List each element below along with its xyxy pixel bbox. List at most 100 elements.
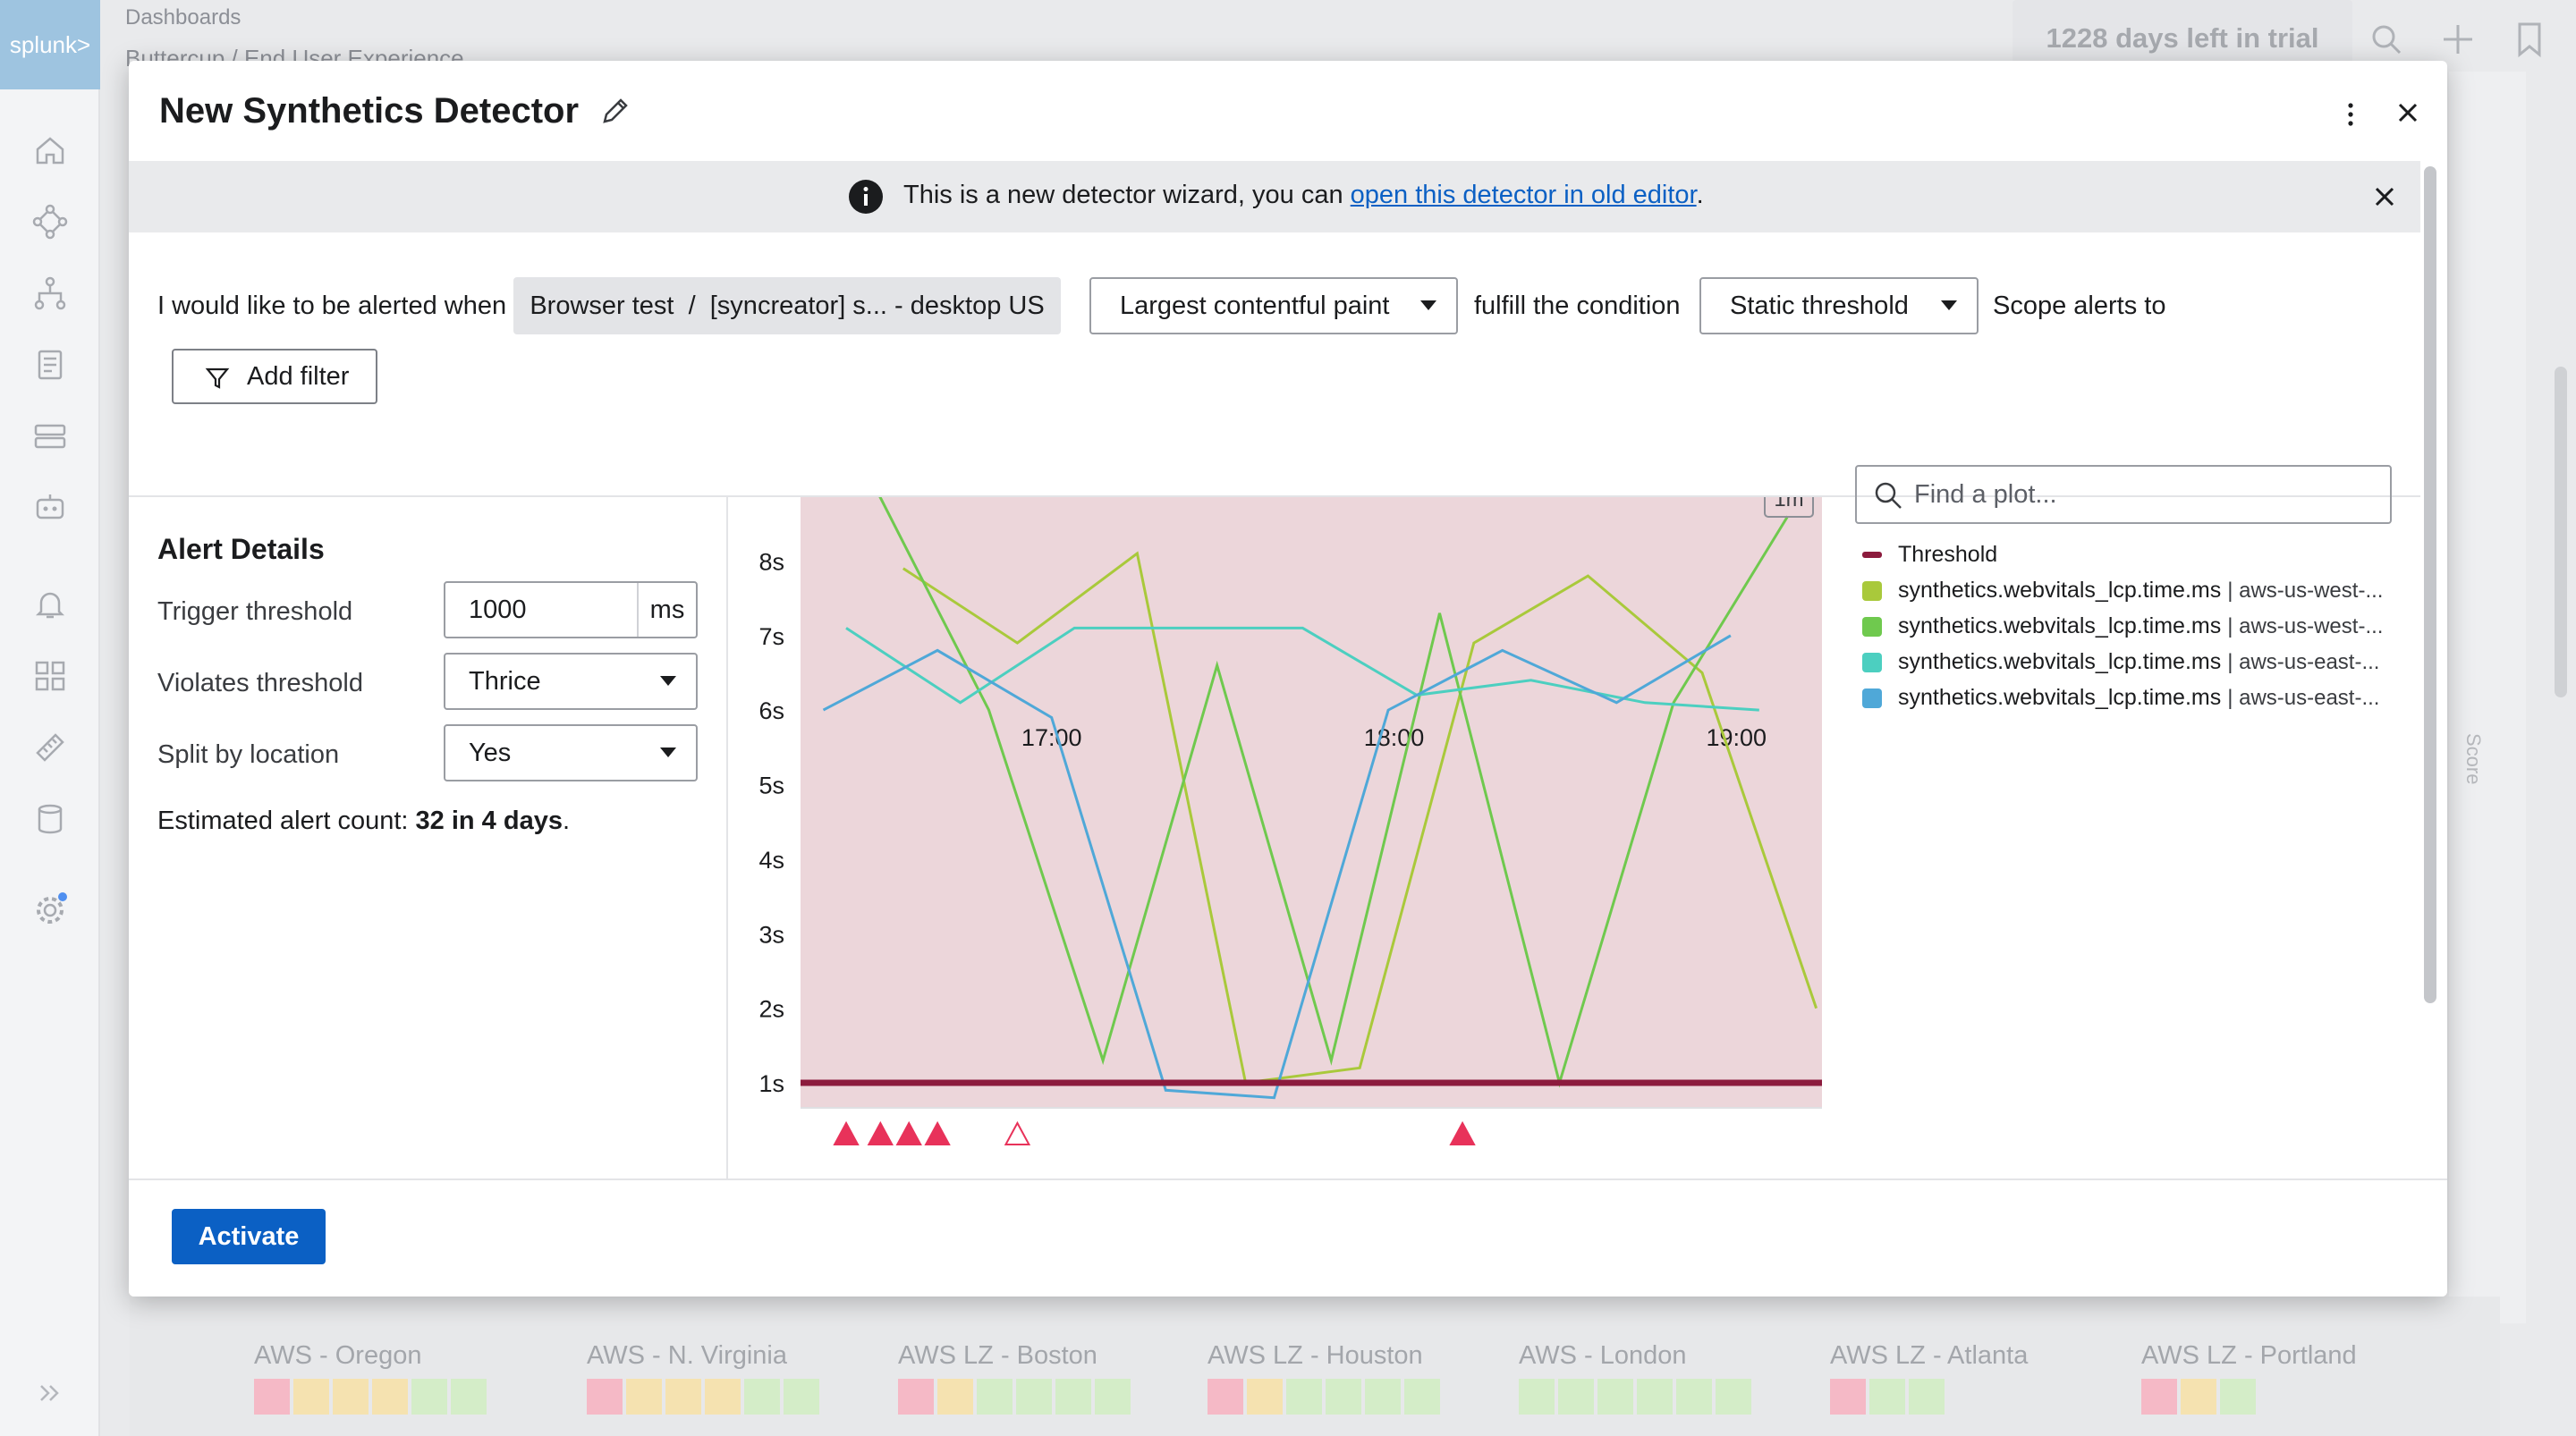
legend-series-item[interactable]: synthetics.webvitals_lcp.time.ms | aws-u… (1862, 572, 2399, 608)
modal-scrollbar[interactable] (2424, 166, 2436, 1003)
dashboard-grid-icon[interactable] (32, 658, 68, 694)
status-square (1637, 1379, 1673, 1415)
robot-icon[interactable] (32, 490, 68, 526)
alert-marker[interactable] (1449, 1120, 1476, 1145)
location-tile-title: AWS - N. Virginia (587, 1341, 787, 1370)
legend-series-metric: synthetics.webvitals_lcp.time.ms (1898, 649, 2228, 674)
old-editor-link[interactable]: open this detector in old editor (1350, 181, 1697, 209)
banner-text-before: This is a new detector wizard, you can (903, 181, 1351, 209)
expand-nav-icon[interactable] (34, 1377, 66, 1409)
condition-type-label: Static threshold (1730, 291, 1909, 320)
threshold-unit: ms (637, 583, 696, 637)
modal-title: New Synthetics Detector (159, 91, 580, 131)
find-plot-input[interactable]: Find a plot... (1855, 465, 2392, 524)
alert-condition-row: I would like to be alerted when Browser … (129, 232, 2420, 497)
condition-type-dropdown[interactable]: Static threshold (1699, 277, 1979, 334)
legend-threshold-label: Threshold (1898, 542, 1998, 567)
search-icon (1873, 480, 1903, 511)
estimate-value: 32 in 4 days (415, 807, 563, 835)
location-tile-title: AWS LZ - Portland (2141, 1341, 2357, 1370)
bell-icon[interactable] (32, 587, 68, 622)
splunk-logo[interactable]: splunk> (0, 0, 100, 89)
series-line[interactable] (845, 626, 1759, 712)
legend-series-metric: synthetics.webvitals_lcp.time.ms (1898, 578, 2228, 603)
alert-marker[interactable] (1004, 1120, 1031, 1145)
infrastructure-icon[interactable] (32, 418, 68, 454)
activate-button[interactable]: Activate (172, 1209, 326, 1264)
banner-text: This is a new detector wizard, you can o… (903, 181, 1704, 210)
location-tile-title: AWS - London (1519, 1341, 1687, 1370)
left-navigation: splunk> (0, 0, 100, 1436)
status-square (372, 1379, 408, 1415)
database-icon[interactable] (32, 801, 68, 837)
violates-threshold-dropdown[interactable]: Thrice (444, 653, 698, 710)
series-line[interactable] (875, 497, 1789, 1088)
location-tile-title: AWS LZ - Boston (898, 1341, 1097, 1370)
add-filter-label: Add filter (247, 361, 350, 391)
settings-icon[interactable] (32, 892, 68, 928)
metric-dropdown[interactable]: Largest contentful paint (1089, 277, 1458, 334)
estimate-suffix: . (562, 807, 571, 835)
y-tick-label: 5s (758, 773, 784, 799)
banner-text-after: . (1696, 181, 1704, 209)
edit-title-icon[interactable] (597, 93, 633, 129)
close-modal-icon[interactable] (2390, 95, 2426, 131)
legend-series-item[interactable]: synthetics.webvitals_lcp.time.ms | aws-u… (1862, 644, 2399, 680)
status-square (1095, 1379, 1131, 1415)
y-tick-label: 6s (758, 697, 784, 724)
alert-marker[interactable] (924, 1120, 951, 1145)
location-tile-status (254, 1379, 487, 1415)
split-by-location-dropdown[interactable]: Yes (444, 724, 698, 781)
series-line[interactable] (822, 634, 1732, 1100)
chevron-down-icon (660, 676, 676, 686)
x-tick-label: 17:00 (1021, 724, 1082, 751)
alert-region (801, 497, 1822, 1109)
status-square (626, 1379, 662, 1415)
more-options-icon[interactable] (2334, 97, 2367, 132)
legend-series-item[interactable]: synthetics.webvitals_lcp.time.ms | aws-u… (1862, 680, 2399, 715)
legend-threshold[interactable]: Threshold (1862, 536, 2399, 572)
status-square (2220, 1379, 2256, 1415)
chevron-down-icon (1420, 300, 1436, 310)
legend-series-item[interactable]: synthetics.webvitals_lcp.time.ms | aws-u… (1862, 608, 2399, 644)
background-panel (2449, 72, 2526, 1323)
alert-details-panel: Alert Details Trigger threshold 1000 ms … (129, 497, 728, 1239)
location-tile-status (2141, 1379, 2256, 1415)
status-square (937, 1379, 973, 1415)
network-icon[interactable] (32, 204, 68, 240)
location-tile-title: AWS LZ - Houston (1208, 1341, 1423, 1370)
hierarchy-icon[interactable] (32, 275, 68, 311)
alert-marker[interactable] (867, 1120, 894, 1145)
bookmark-icon[interactable] (2510, 20, 2549, 59)
background-score-label: Score (2462, 733, 2485, 785)
plus-icon[interactable] (2438, 20, 2478, 59)
detector-modal: New Synthetics Detector This is a new de… (129, 61, 2447, 1297)
legend-swatch (1862, 617, 1882, 637)
status-square (333, 1379, 369, 1415)
detector-chart[interactable]: 9s 8s 7s 6s 5s 4s 3s 2s 1s 17:00 18:00 19:00 1m (730, 497, 1834, 1239)
legend-swatch (1862, 653, 1882, 672)
breadcrumb-root[interactable]: Dashboards (125, 5, 242, 30)
status-square (705, 1379, 741, 1415)
series-line[interactable] (902, 551, 1818, 1085)
status-square (2181, 1379, 2216, 1415)
test-selector[interactable]: Browser test / [syncreator] s... - deskt… (513, 277, 1061, 334)
status-square (451, 1379, 487, 1415)
y-tick-label: 3s (758, 921, 784, 948)
add-filter-button[interactable]: Add filter (172, 349, 377, 404)
page-scrollbar[interactable] (2555, 367, 2567, 697)
close-banner-icon[interactable] (2367, 179, 2402, 215)
y-tick-label: 2s (758, 996, 784, 1023)
location-tile-status (898, 1379, 1131, 1415)
alert-marker[interactable] (895, 1120, 922, 1145)
document-icon[interactable] (32, 347, 68, 383)
trigger-threshold-input[interactable]: 1000 ms (444, 581, 698, 638)
alert-marker[interactable] (833, 1120, 860, 1145)
search-icon[interactable] (2367, 20, 2406, 59)
status-square (1016, 1379, 1052, 1415)
y-tick-label: 9s (758, 497, 784, 501)
status-square (411, 1379, 447, 1415)
home-icon[interactable] (32, 132, 68, 168)
ruler-icon[interactable] (32, 730, 68, 765)
status-square (1326, 1379, 1361, 1415)
